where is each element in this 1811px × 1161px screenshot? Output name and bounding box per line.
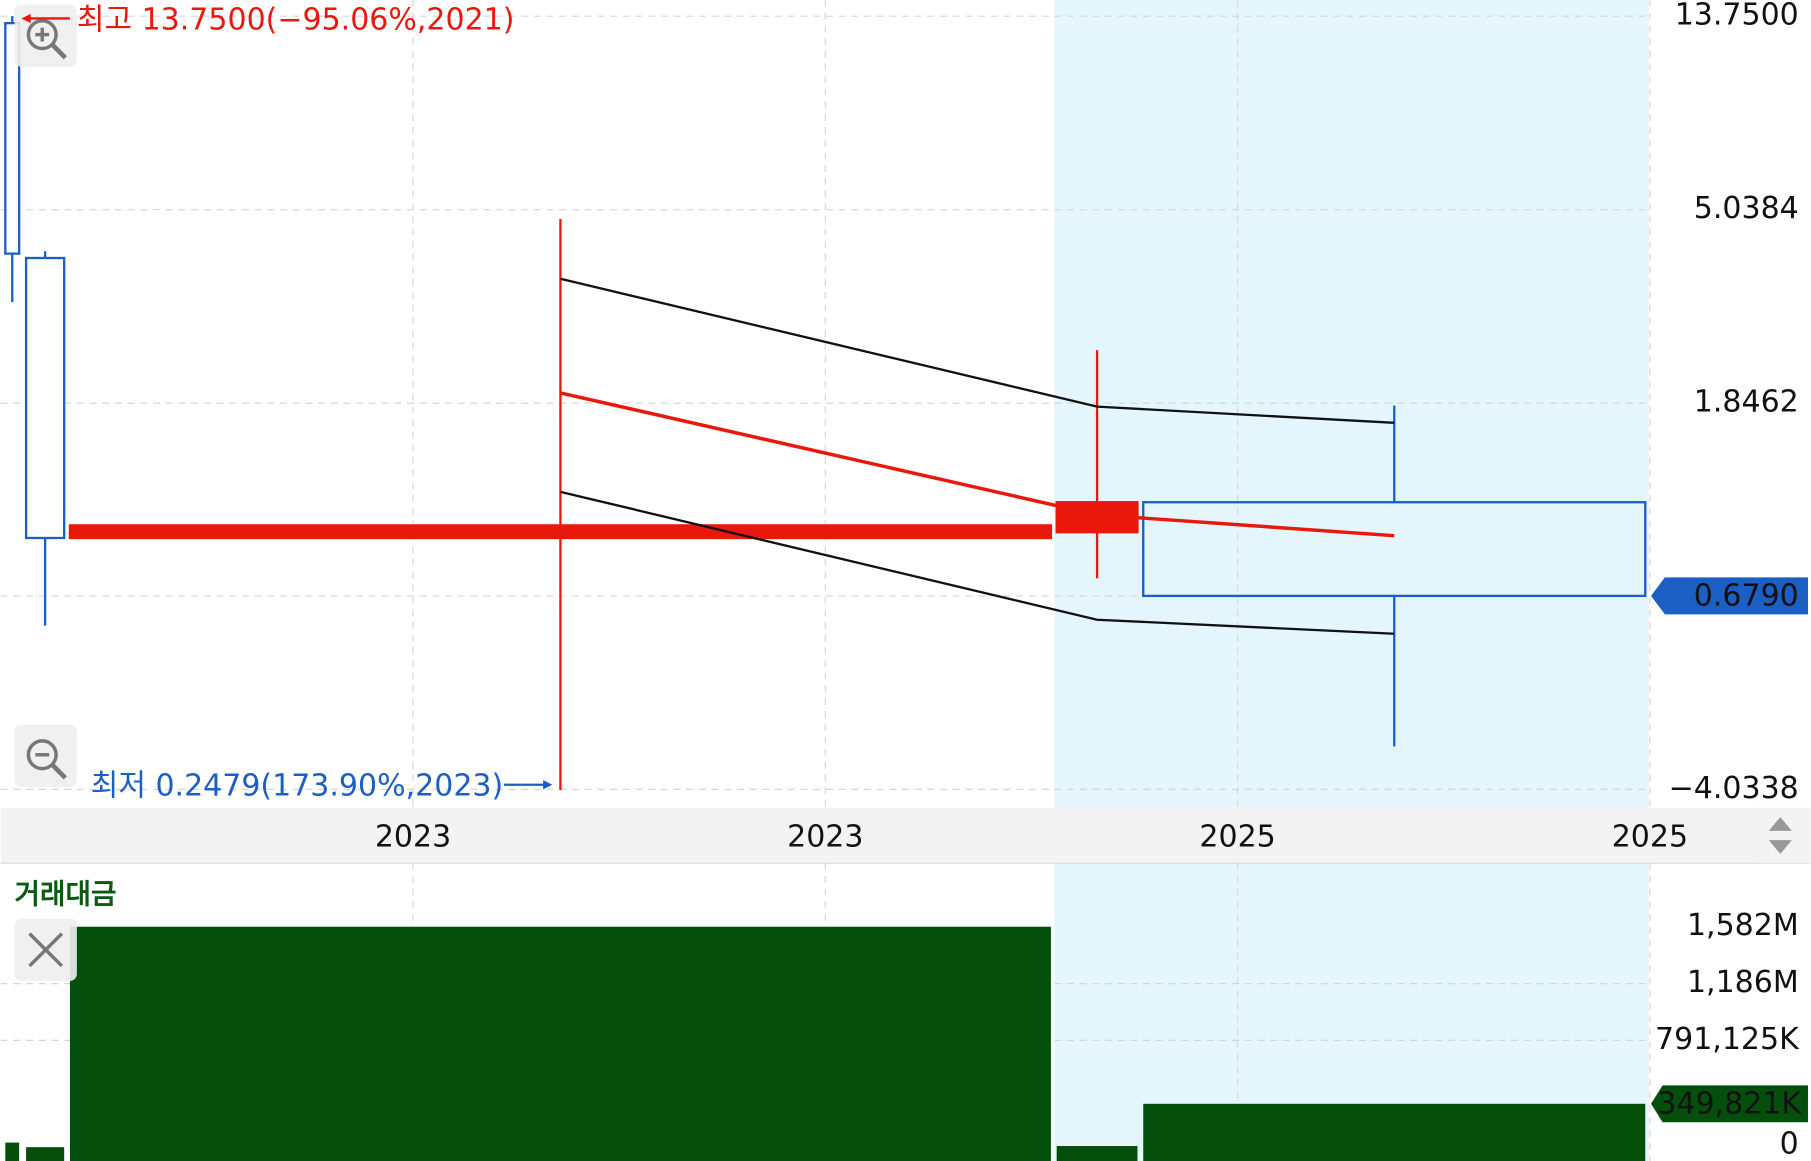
- last-price-tag: [1651, 577, 1808, 615]
- y-tick-label: 5.0384: [1694, 191, 1799, 226]
- x-axis-strip: [0, 807, 1811, 864]
- volume-tick-label: 1,582M: [1687, 908, 1799, 943]
- band-line: [560, 391, 1395, 538]
- volume-bar: [26, 1147, 65, 1161]
- x-tick-label: 2025: [1199, 819, 1275, 854]
- y-tick-label: 1.8462: [1694, 385, 1799, 420]
- last-price-label: 0.6790: [1694, 579, 1799, 614]
- volume-bar: [1143, 1103, 1646, 1161]
- x-tick-label: 2023: [787, 819, 863, 854]
- band-line: [560, 490, 1395, 635]
- last-volume-tag: [1651, 1085, 1808, 1123]
- x-tick-label: 2023: [375, 819, 451, 854]
- highlight-region: [1054, 0, 1649, 808]
- candle-body: [68, 524, 1053, 540]
- scroll-arrows[interactable]: [1754, 807, 1811, 864]
- last-volume-label: 349,821K: [1657, 1086, 1802, 1121]
- volume-tick-label: 791,125K: [1655, 1022, 1800, 1057]
- y-tick-label: −4.0338: [1669, 771, 1799, 806]
- zoom-out-button[interactable]: [14, 724, 77, 788]
- low-annotation: 최저 0.2479(173.90%,2023): [91, 769, 503, 804]
- candle-body: [1142, 501, 1647, 598]
- volume-tick-label: 1,186M: [1687, 965, 1799, 1000]
- close-volume-button[interactable]: [14, 918, 77, 981]
- volume-tick-label: 0: [1780, 1126, 1799, 1161]
- candle-body: [4, 21, 21, 255]
- volume-bar: [69, 926, 1051, 1161]
- band-line: [560, 277, 1395, 424]
- high-arrow-head: [21, 13, 31, 24]
- high-annotation: 최고 13.7500(−95.06%,2021): [77, 2, 515, 37]
- candle-body: [24, 256, 66, 540]
- volume-bar: [5, 1142, 20, 1161]
- y-tick-label: 13.7500: [1675, 0, 1799, 33]
- volume-title: 거래대금: [15, 878, 117, 911]
- low-arrow-head: [543, 780, 553, 790]
- volume-bar: [1056, 1146, 1138, 1161]
- zoom-in-button[interactable]: [14, 4, 77, 67]
- x-tick-label: 2025: [1612, 819, 1688, 854]
